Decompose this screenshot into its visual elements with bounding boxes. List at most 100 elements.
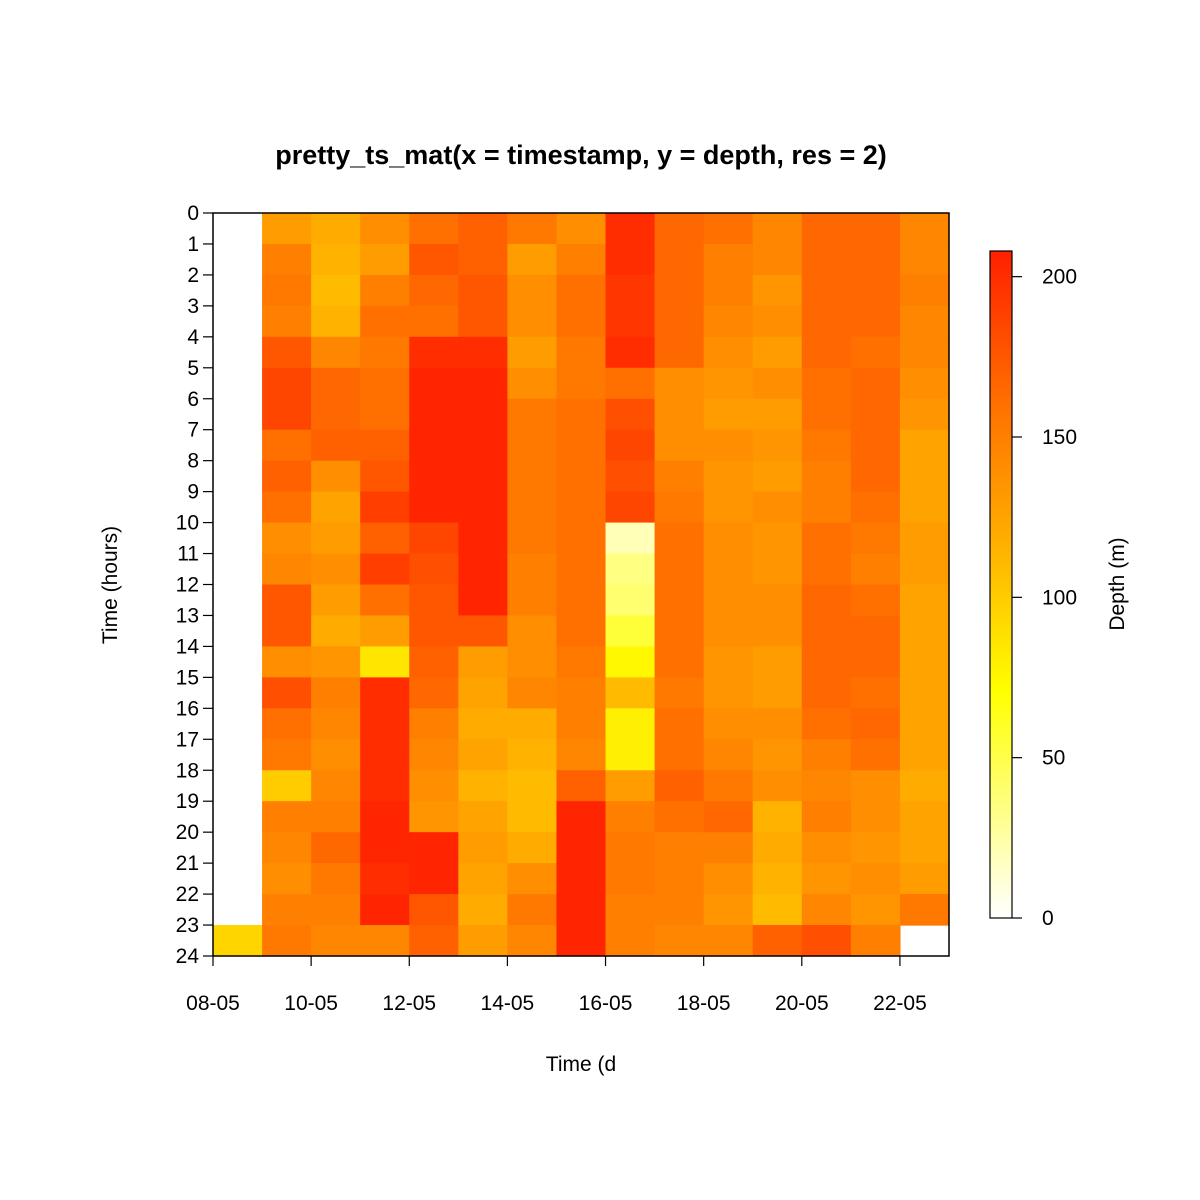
heatmap-cell	[801, 925, 852, 957]
heatmap-cell	[605, 460, 656, 493]
heatmap-cell	[262, 367, 312, 400]
heatmap-cell	[899, 243, 950, 276]
heatmap-cell	[458, 615, 508, 648]
heatmap-cell	[703, 398, 754, 431]
heatmap-cell	[311, 305, 361, 338]
heatmap-cell	[752, 243, 803, 276]
heatmap-cell	[409, 243, 459, 276]
heatmap-cell	[311, 615, 361, 648]
x-tick-label: 10-05	[284, 992, 338, 1015]
heatmap-cell	[409, 925, 459, 957]
heatmap-cell	[458, 491, 508, 524]
heatmap-cell	[507, 243, 558, 276]
heatmap-cell	[605, 615, 656, 648]
heatmap-cell	[801, 336, 852, 369]
y-tick-label: 11	[177, 543, 199, 566]
heatmap-cell	[605, 708, 656, 740]
heatmap-cell	[654, 522, 705, 555]
heatmap-cell	[409, 491, 459, 524]
heatmap-cell	[556, 801, 607, 833]
heatmap-cell	[654, 925, 705, 957]
heatmap-cell	[409, 274, 459, 307]
heatmap-cell	[556, 925, 607, 957]
x-tick-label: 08-05	[186, 992, 240, 1015]
heatmap-cell	[409, 460, 459, 493]
heatmap-cell	[801, 584, 852, 617]
heatmap-cell	[850, 429, 901, 462]
heatmap-cell	[654, 770, 705, 802]
heatmap-cell	[360, 739, 410, 771]
heatmap-cell	[360, 491, 410, 524]
y-tick-label: 24	[176, 945, 200, 968]
heatmap-cell	[752, 677, 803, 709]
heatmap-cell	[409, 336, 459, 369]
heatmap-cell	[556, 367, 607, 400]
heatmap-cell	[360, 770, 410, 802]
x-tick-label: 12-05	[382, 992, 436, 1015]
heatmap-cell	[703, 832, 754, 864]
y-tick-label: 18	[176, 759, 199, 782]
heatmap-cell	[654, 739, 705, 771]
heatmap-cell	[850, 243, 901, 276]
y-tick-label: 9	[187, 481, 199, 504]
heatmap-cell	[850, 770, 901, 802]
heatmap-cell	[409, 801, 459, 833]
heatmap-cell	[262, 863, 312, 895]
heatmap-cell	[801, 398, 852, 431]
heatmap-cell	[262, 274, 312, 307]
heatmap-cell	[605, 925, 656, 957]
heatmap-cell	[899, 336, 950, 369]
heatmap-cell	[703, 367, 754, 400]
heatmap-cell	[360, 522, 410, 555]
heatmap-cell	[262, 708, 312, 740]
heatmap-cell	[654, 894, 705, 926]
y-tick-label: 22	[176, 883, 199, 906]
heatmap-cell	[507, 460, 558, 493]
heatmap-cell	[360, 925, 410, 957]
heatmap-cell	[752, 863, 803, 895]
y-tick-label: 16	[176, 697, 199, 720]
heatmap-cell	[752, 801, 803, 833]
heatmap-cell	[752, 367, 803, 400]
heatmap-cell	[458, 429, 508, 462]
heatmap-cell	[605, 863, 656, 895]
heatmap-cell	[899, 305, 950, 338]
heatmap-cell	[556, 832, 607, 864]
heatmap-cell	[507, 770, 558, 802]
heatmap-cell	[409, 739, 459, 771]
heatmap-cell	[605, 584, 656, 617]
heatmap-cell	[360, 336, 410, 369]
heatmap-cell	[311, 646, 361, 678]
heatmap-cell	[556, 460, 607, 493]
heatmap-cell	[262, 739, 312, 771]
heatmap-cell	[262, 213, 312, 245]
heatmap-cell	[311, 739, 361, 771]
y-tick-label: 14	[176, 635, 200, 658]
heatmap-cell	[850, 274, 901, 307]
heatmap-cell	[850, 801, 901, 833]
heatmap-cell	[507, 305, 558, 338]
heatmap-cell	[899, 398, 950, 431]
heatmap-cell	[654, 646, 705, 678]
heatmap-cell	[458, 739, 508, 771]
heatmap-cell	[311, 677, 361, 709]
heatmap-cell	[752, 336, 803, 369]
heatmap-cell	[703, 429, 754, 462]
heatmap-cell	[801, 460, 852, 493]
heatmap-cell	[360, 708, 410, 740]
heatmap-cell	[899, 894, 950, 926]
heatmap-cell	[752, 708, 803, 740]
heatmap-cell	[850, 553, 901, 586]
heatmap-cell	[703, 305, 754, 338]
heatmap-cell	[556, 615, 607, 648]
heatmap-cell	[311, 708, 361, 740]
heatmap-cell	[752, 584, 803, 617]
heatmap-cell	[801, 213, 852, 245]
heatmap-cell	[654, 553, 705, 586]
heatmap-cell	[360, 274, 410, 307]
heatmap-cell	[605, 429, 656, 462]
heatmap-cell	[703, 677, 754, 709]
y-tick-label: 19	[176, 790, 199, 813]
heatmap-cell	[360, 801, 410, 833]
